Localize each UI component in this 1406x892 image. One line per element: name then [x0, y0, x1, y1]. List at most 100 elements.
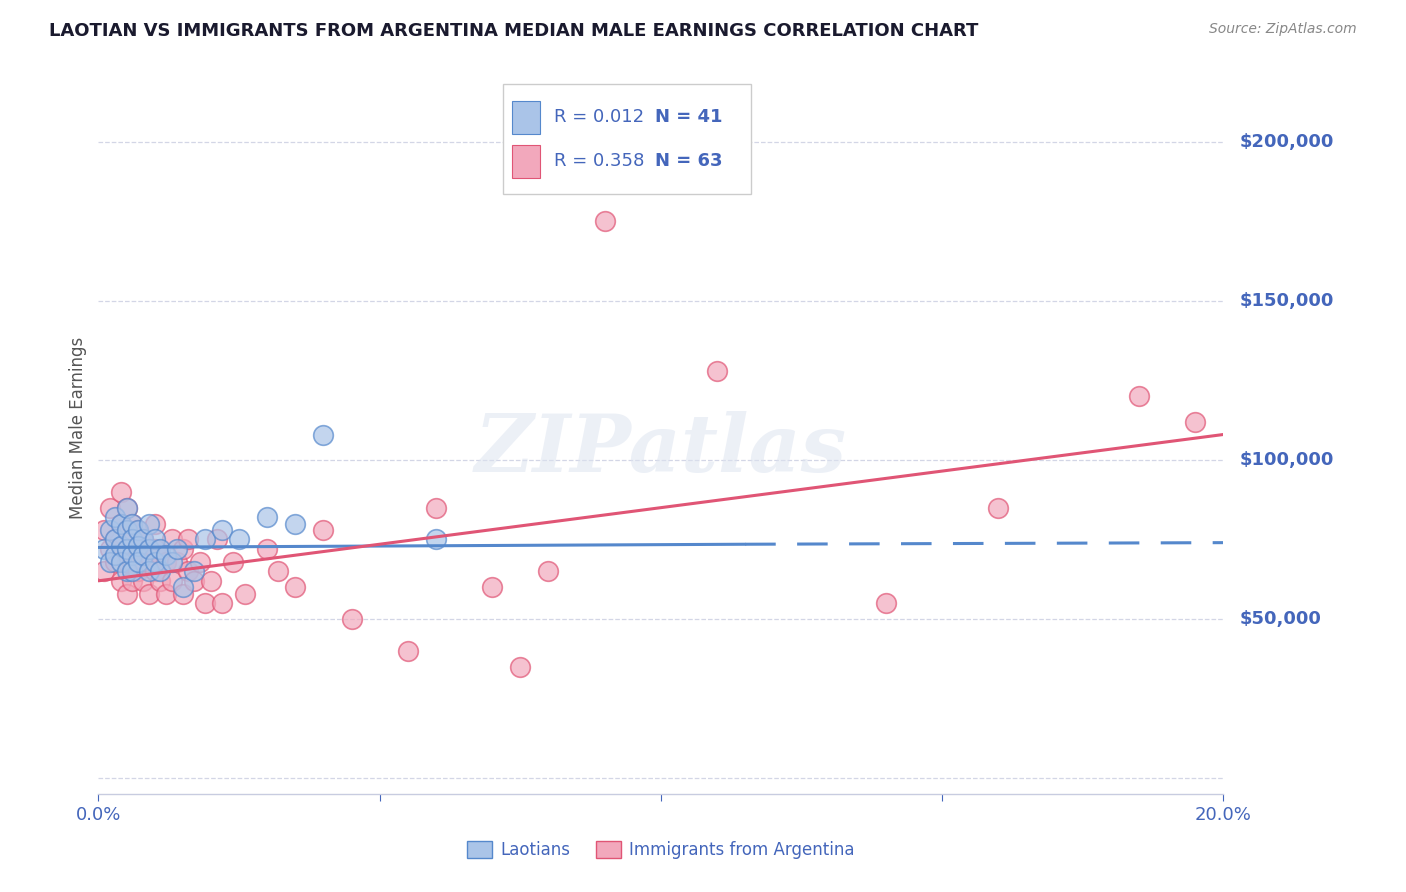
- Point: [284, 580, 307, 594]
- Text: LAOTIAN VS IMMIGRANTS FROM ARGENTINA MEDIAN MALE EARNINGS CORRELATION CHART: LAOTIAN VS IMMIGRANTS FROM ARGENTINA MED…: [49, 22, 979, 40]
- Point: [132, 574, 155, 588]
- Point: [127, 541, 149, 556]
- Point: [211, 523, 233, 537]
- Point: [172, 580, 194, 594]
- Point: [1184, 415, 1206, 429]
- Point: [115, 500, 138, 515]
- Point: [155, 586, 177, 600]
- Point: [143, 516, 166, 531]
- Y-axis label: Median Male Earnings: Median Male Earnings: [69, 337, 87, 519]
- Bar: [512, 145, 540, 178]
- Point: [155, 555, 177, 569]
- Point: [396, 644, 419, 658]
- Point: [115, 541, 138, 556]
- Point: [194, 533, 217, 547]
- Point: [205, 533, 228, 547]
- Point: [149, 574, 172, 588]
- Point: [110, 555, 132, 569]
- Text: Source: ZipAtlas.com: Source: ZipAtlas.com: [1209, 22, 1357, 37]
- Point: [138, 549, 160, 563]
- Text: $200,000: $200,000: [1240, 133, 1334, 151]
- Point: [425, 500, 447, 515]
- Point: [127, 555, 149, 569]
- Point: [340, 612, 363, 626]
- Point: [121, 574, 143, 588]
- Point: [93, 564, 115, 578]
- Point: [132, 555, 155, 569]
- Point: [115, 523, 138, 537]
- Point: [132, 549, 155, 563]
- Point: [104, 555, 127, 569]
- Point: [194, 596, 217, 610]
- Point: [177, 533, 200, 547]
- Point: [98, 523, 121, 537]
- Bar: [512, 101, 540, 134]
- Point: [233, 586, 256, 600]
- Point: [160, 533, 183, 547]
- Point: [228, 533, 250, 547]
- Point: [110, 574, 132, 588]
- Point: [183, 574, 205, 588]
- Point: [143, 541, 166, 556]
- Text: $50,000: $50,000: [1240, 610, 1322, 628]
- Point: [172, 541, 194, 556]
- Point: [509, 659, 531, 673]
- Point: [537, 564, 560, 578]
- Text: N = 41: N = 41: [655, 108, 723, 127]
- Point: [110, 516, 132, 531]
- Point: [138, 516, 160, 531]
- Point: [256, 541, 278, 556]
- Text: N = 63: N = 63: [655, 153, 723, 170]
- Point: [312, 427, 335, 442]
- Point: [121, 516, 143, 531]
- Point: [98, 555, 121, 569]
- Point: [110, 484, 132, 499]
- Point: [104, 533, 127, 547]
- Point: [166, 555, 188, 569]
- Point: [132, 533, 155, 547]
- Point: [121, 564, 143, 578]
- Point: [121, 555, 143, 569]
- Point: [481, 580, 503, 594]
- Point: [875, 596, 897, 610]
- Point: [138, 586, 160, 600]
- Text: R = 0.012: R = 0.012: [554, 108, 644, 127]
- Point: [172, 586, 194, 600]
- Point: [160, 574, 183, 588]
- Point: [160, 555, 183, 569]
- Point: [104, 549, 127, 563]
- Point: [110, 516, 132, 531]
- Point: [987, 500, 1010, 515]
- Point: [115, 500, 138, 515]
- Point: [188, 555, 211, 569]
- Point: [127, 564, 149, 578]
- Point: [222, 555, 245, 569]
- Point: [177, 564, 200, 578]
- Point: [121, 549, 143, 563]
- Legend: Laotians, Immigrants from Argentina: Laotians, Immigrants from Argentina: [461, 835, 860, 866]
- Point: [93, 541, 115, 556]
- Text: $150,000: $150,000: [1240, 292, 1334, 310]
- Text: ZIPatlas: ZIPatlas: [475, 411, 846, 489]
- FancyBboxPatch shape: [503, 85, 751, 194]
- Point: [1128, 389, 1150, 403]
- Point: [104, 510, 127, 524]
- Text: $100,000: $100,000: [1240, 451, 1334, 469]
- Point: [149, 564, 172, 578]
- Point: [200, 574, 222, 588]
- Point: [149, 541, 172, 556]
- Point: [93, 523, 115, 537]
- Point: [115, 555, 138, 569]
- Point: [127, 539, 149, 553]
- Point: [127, 523, 149, 537]
- Point: [267, 564, 290, 578]
- Point: [425, 533, 447, 547]
- Point: [211, 596, 233, 610]
- Point: [143, 564, 166, 578]
- Point: [183, 564, 205, 578]
- Point: [132, 533, 155, 547]
- Point: [115, 523, 138, 537]
- Point: [98, 500, 121, 515]
- Point: [155, 549, 177, 563]
- Point: [143, 533, 166, 547]
